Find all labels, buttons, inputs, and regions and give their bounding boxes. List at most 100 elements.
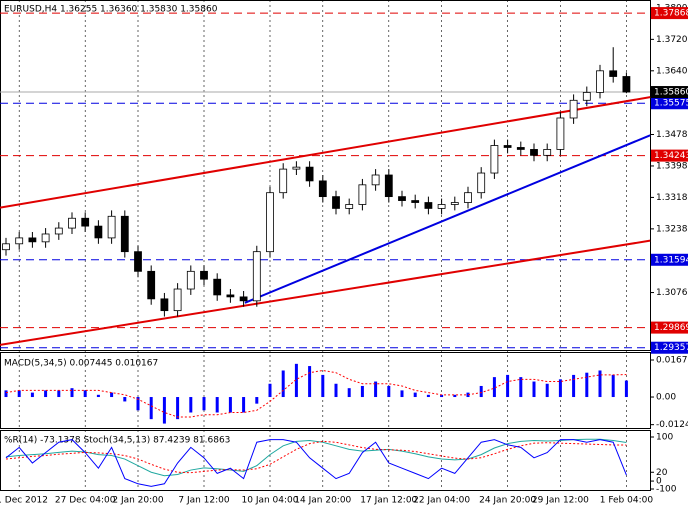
- candle-body: [543, 149, 552, 156]
- candle-body: [464, 192, 472, 203]
- candle-body: [81, 217, 90, 227]
- candle-body: [94, 225, 103, 239]
- indicator-line: [5, 440, 627, 474]
- x-tick-label: 17 Jan 12:00: [360, 496, 417, 506]
- level-label: 1.29357: [654, 343, 688, 353]
- price-panel: [0, 0, 651, 351]
- candle-body: [120, 215, 129, 253]
- x-tick-label: 24 Jan 20:00: [479, 496, 536, 506]
- signal-line: [5, 369, 627, 418]
- y-tick-label: 1.33180: [656, 193, 688, 203]
- candle-body: [556, 117, 565, 150]
- y-tick-label: 1.34780: [656, 130, 688, 140]
- x-tick-label: 14 Jan 20:00: [294, 496, 351, 506]
- candle-body: [424, 202, 433, 209]
- candle-body: [490, 145, 499, 174]
- candle-body: [15, 237, 24, 245]
- macd-panel: [0, 352, 651, 429]
- candle-body: [134, 251, 142, 272]
- y-tick-label: 1.32380: [656, 224, 688, 234]
- candle-body: [305, 166, 314, 182]
- candle-body: [318, 180, 327, 198]
- candle-body: [2, 243, 10, 251]
- y-tick-label: 1.36400: [656, 66, 688, 76]
- level-label: 1.29869: [654, 323, 688, 333]
- candle-body: [107, 215, 116, 239]
- candle-body: [279, 168, 288, 194]
- candle-body: [332, 196, 340, 209]
- candle-body: [411, 200, 420, 203]
- candle-body: [252, 251, 261, 302]
- candle-body: [345, 204, 354, 209]
- level-label-box: [651, 253, 688, 266]
- candle-body: [239, 296, 248, 302]
- x-tick-label: 1 Feb 04:00: [600, 496, 654, 506]
- candle-body: [609, 70, 618, 77]
- level-label: 1.31594: [654, 255, 688, 265]
- candle-body: [147, 270, 156, 300]
- x-tick-label: 7 Jan 12:00: [178, 496, 230, 506]
- y-tick-label: 1.30760: [656, 288, 688, 298]
- level-label: 1.35575: [654, 99, 688, 109]
- y-tick-label: 20: [656, 468, 668, 478]
- candle-body: [200, 270, 208, 280]
- trend-line: [0, 239, 651, 346]
- candle-body: [450, 202, 459, 205]
- candle-body: [503, 145, 512, 148]
- y-tick-label: 0.016731: [656, 356, 688, 366]
- level-label-box: [651, 149, 688, 162]
- candle-body: [398, 196, 406, 201]
- level-label: 1.34243: [654, 151, 688, 161]
- x-tick-label: 21 Dec 2012: [0, 496, 48, 506]
- candle-body: [477, 172, 486, 194]
- candle-body: [226, 294, 235, 298]
- y-tick-label: 0: [656, 477, 662, 487]
- candle-body: [516, 147, 525, 150]
- indicator-line: [5, 439, 627, 487]
- candle-body: [530, 149, 538, 156]
- y-tick-label: 100: [656, 433, 673, 443]
- indicator-line: [5, 438, 627, 477]
- y-tick-label: -100: [656, 485, 677, 495]
- candle-body: [569, 99, 578, 119]
- level-label-box: [651, 341, 688, 354]
- x-tick-label: 29 Jan 12:00: [532, 496, 589, 506]
- candle-body: [173, 288, 182, 312]
- y-tick-label: 1.37200: [656, 35, 688, 45]
- level-label: 1.37868: [654, 9, 688, 19]
- candle-body: [358, 184, 367, 205]
- candle-body: [186, 270, 195, 290]
- price-title: EURUSD,H4 1.36255 1.36360 1.35830 1.3586…: [4, 5, 218, 15]
- candle-body: [68, 217, 76, 229]
- trend-line: [244, 134, 651, 304]
- level-label-box: [651, 97, 688, 110]
- candle-body: [292, 166, 301, 170]
- x-tick-label: 27 Dec 04:00: [55, 496, 116, 506]
- x-tick-label: 10 Jan 04:00: [242, 496, 299, 506]
- candle-body: [266, 192, 274, 253]
- stoch-panel: [0, 430, 651, 491]
- trend-line: [0, 96, 651, 209]
- current-price-label: 1.35860: [654, 88, 688, 98]
- y-tick-label: -0.01249: [656, 420, 688, 430]
- x-tick-label: 2 Jan 20:00: [112, 496, 164, 506]
- x-tick-label: 22 Jan 04:00: [413, 496, 470, 506]
- candle-body: [582, 92, 591, 101]
- candle-body: [596, 70, 604, 93]
- candle-body: [213, 278, 222, 296]
- candle-body: [437, 204, 446, 209]
- candle-body: [160, 298, 169, 312]
- stoch-title: %R(14) -73.1378 Stoch(34,5,13) 87.4239 8…: [4, 436, 230, 446]
- current-price-box: [651, 86, 688, 99]
- level-label-box: [651, 7, 688, 20]
- macd-title: MACD(5,34,5) 0.007445 0.010167: [4, 359, 158, 369]
- candle-body: [371, 174, 380, 186]
- level-label-box: [651, 321, 688, 334]
- y-tick-label: 1.33980: [656, 161, 688, 171]
- y-tick-label: 0.00: [656, 393, 676, 403]
- candle-body: [28, 237, 37, 243]
- candle-body: [41, 233, 50, 243]
- candle-body: [622, 76, 631, 93]
- candle-body: [54, 227, 63, 235]
